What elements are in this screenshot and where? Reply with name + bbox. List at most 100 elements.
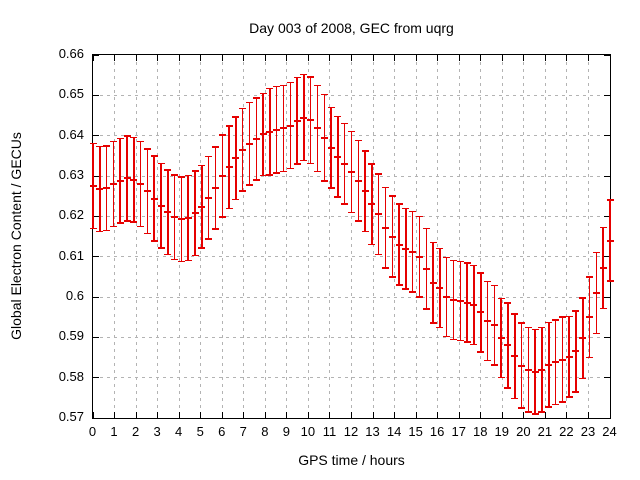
error-bar-top-cap xyxy=(504,302,512,304)
error-bar-top-cap xyxy=(150,155,158,157)
data-point-marker xyxy=(327,146,335,149)
error-bar-top-cap xyxy=(177,176,185,178)
error-bar-bottom-cap xyxy=(164,253,172,256)
data-point-marker xyxy=(286,124,294,127)
x-tick-mark-top xyxy=(221,55,223,61)
error-bar-top-cap xyxy=(511,313,519,315)
plot-area xyxy=(89,54,614,419)
error-bar-top-cap xyxy=(266,87,274,90)
error-bar-top-cap xyxy=(443,256,451,259)
x-tick-mark-top xyxy=(157,55,159,61)
error-bar-bottom-cap xyxy=(484,359,492,362)
data-point-marker xyxy=(565,355,573,358)
data-point-marker xyxy=(96,187,104,190)
error-bar-top-cap xyxy=(409,210,417,213)
data-point-marker xyxy=(198,205,206,208)
y-tick-label: 0.63 xyxy=(58,167,84,182)
error-bar-top-cap xyxy=(382,186,389,189)
data-point-marker xyxy=(130,178,138,181)
error-bar-bottom-cap xyxy=(279,170,287,173)
error-bar-bottom-cap xyxy=(545,406,553,408)
data-point-marker xyxy=(266,130,274,133)
error-bar-top-cap xyxy=(300,73,308,76)
error-bar-top-cap xyxy=(518,322,526,324)
y-tick-mark-left xyxy=(93,215,99,217)
x-tick-mark-bottom xyxy=(480,412,482,418)
x-tick-mark-top xyxy=(587,55,589,61)
error-bar-top-cap xyxy=(123,135,131,137)
error-bar-top-cap xyxy=(497,297,505,300)
x-tick-label: 19 xyxy=(494,424,510,439)
gridline-vertical xyxy=(372,55,374,418)
error-bar-top-cap xyxy=(313,84,321,86)
data-point-marker xyxy=(354,179,362,182)
x-tick-label: 4 xyxy=(175,424,183,439)
data-point-marker xyxy=(599,266,607,269)
error-bar-bottom-cap xyxy=(538,411,546,413)
data-point-marker xyxy=(402,247,410,250)
error-bar-bottom-cap xyxy=(191,254,199,257)
error-bar-bottom-cap xyxy=(130,221,138,223)
data-point-marker xyxy=(579,337,587,340)
data-point-marker xyxy=(252,137,260,140)
y-tick-mark-left xyxy=(93,296,99,298)
error-bar-bottom-cap xyxy=(572,391,580,393)
error-bar-bottom-cap xyxy=(273,172,281,174)
error-bar-bottom-cap xyxy=(103,229,111,232)
error-bar-bottom-cap xyxy=(123,220,131,222)
error-bar-bottom-cap xyxy=(606,280,614,282)
error-bar-top-cap xyxy=(198,164,206,167)
x-tick-label: 22 xyxy=(559,424,574,439)
error-bar-bottom-cap xyxy=(463,341,471,343)
data-point-marker xyxy=(538,368,546,371)
error-bar-bottom-cap xyxy=(245,184,253,186)
error-bar-bottom-cap xyxy=(524,411,532,413)
x-tick-mark-bottom xyxy=(458,412,460,418)
gridline-vertical xyxy=(351,55,352,418)
error-bar-bottom-cap xyxy=(334,196,342,198)
error-bar-bottom-cap xyxy=(198,247,206,249)
data-point-marker xyxy=(497,337,505,340)
x-tick-mark-top xyxy=(351,55,352,61)
error-bar-bottom-cap xyxy=(599,307,607,310)
data-point-marker xyxy=(273,128,281,131)
error-bar-top-cap xyxy=(273,85,281,88)
error-bar-bottom-cap xyxy=(382,267,389,269)
error-bar-top-cap xyxy=(402,207,410,210)
y-tick-label: 0.57 xyxy=(58,409,84,424)
x-tick-mark-top xyxy=(264,55,266,61)
error-bar-bottom-cap xyxy=(361,230,369,233)
data-point-marker xyxy=(320,136,328,139)
data-point-marker xyxy=(164,211,172,214)
x-tick-mark-bottom xyxy=(243,412,245,418)
error-bar-top-cap xyxy=(524,326,532,328)
error-bar-bottom-cap xyxy=(307,162,315,165)
error-bar-top-cap xyxy=(395,203,403,205)
error-bar-top-cap xyxy=(429,241,437,244)
y-tick-mark-left xyxy=(93,94,99,96)
error-bar-top-cap xyxy=(239,107,247,110)
y-tick-label: 0.61 xyxy=(58,247,84,263)
error-bar-bottom-cap xyxy=(320,180,328,182)
x-tick-mark-bottom xyxy=(394,412,396,418)
error-bar-top-cap xyxy=(334,115,342,118)
data-point-marker xyxy=(504,344,512,347)
error-bar-top-cap xyxy=(579,297,587,299)
error-bar-top-cap xyxy=(450,259,458,262)
x-tick-mark-top xyxy=(523,55,525,61)
y-tick-mark-left xyxy=(93,135,99,137)
x-tick-label: 13 xyxy=(365,424,380,439)
data-point-marker xyxy=(463,301,471,304)
error-bar-bottom-cap xyxy=(171,258,179,261)
data-point-marker xyxy=(341,162,349,165)
y-tick-mark-left xyxy=(93,336,99,338)
x-tick-label: 17 xyxy=(451,424,466,439)
data-point-marker xyxy=(511,355,519,358)
x-tick-mark-bottom xyxy=(157,412,159,418)
x-tick-mark-bottom xyxy=(135,412,137,418)
x-tick-mark-top xyxy=(458,55,460,61)
error-bar-top-cap xyxy=(109,140,117,143)
error-bar-bottom-cap xyxy=(313,170,321,173)
data-point-marker xyxy=(382,226,389,229)
